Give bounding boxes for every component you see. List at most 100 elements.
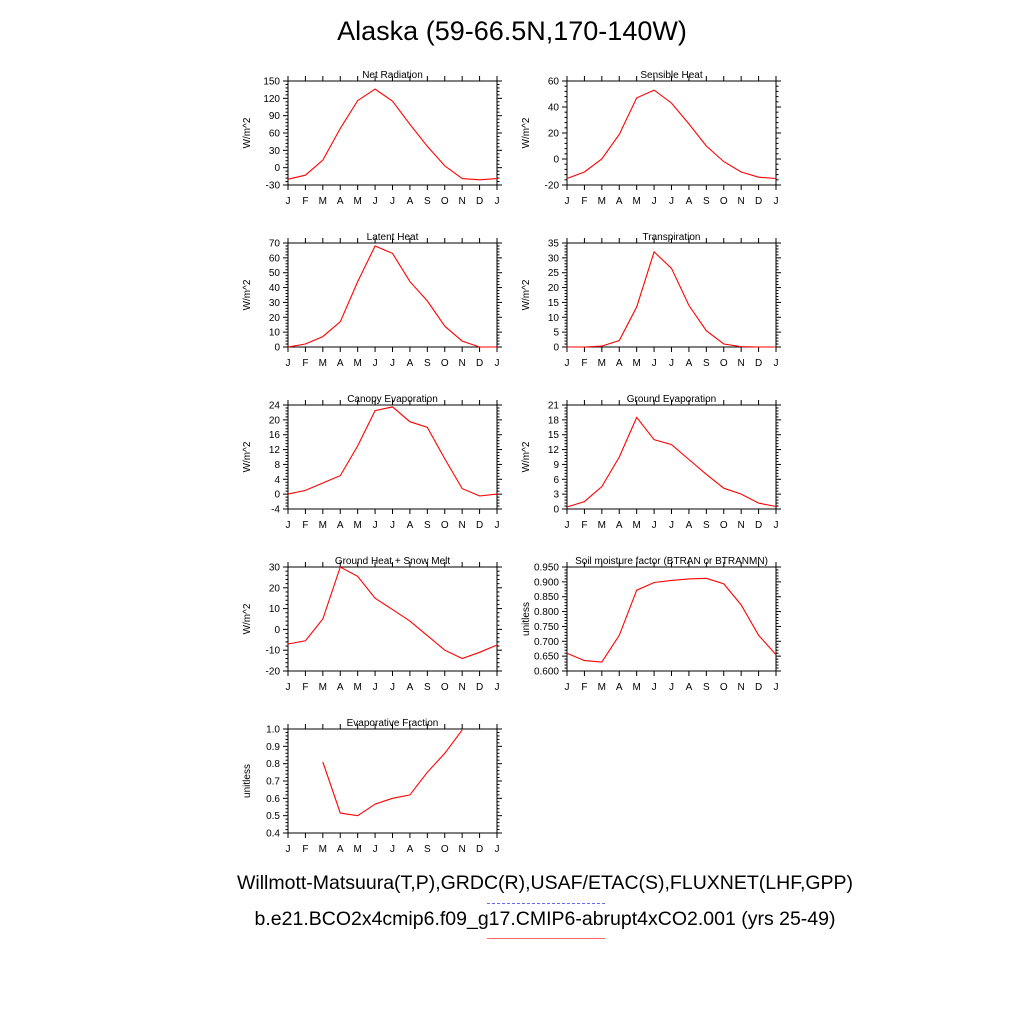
y-tick-label: 40: [548, 103, 560, 114]
x-tick-label: O: [720, 358, 728, 369]
x-tick-label: A: [686, 358, 693, 369]
y-tick-label: 90: [269, 111, 281, 122]
x-tick-label: A: [616, 196, 623, 207]
x-tick-label: F: [581, 682, 587, 693]
y-tick-label: -30: [266, 181, 281, 192]
y-tick-label: 25: [548, 268, 560, 279]
x-tick-label: S: [703, 520, 710, 531]
y-tick-label: 16: [269, 430, 281, 441]
y-tick-label: 10: [269, 328, 281, 339]
x-tick-label: J: [495, 520, 500, 531]
x-tick-label: N: [459, 520, 466, 531]
y-tick-label: 6: [553, 475, 559, 486]
panel-7: Ground Heat + Snow Melt W/m^2 -20 -10 0 10 20 3…: [242, 556, 502, 693]
x-tick-label: S: [703, 682, 710, 693]
x-tick-label: M: [598, 682, 606, 693]
x-tick-label: D: [476, 520, 483, 531]
x-tick-label: J: [495, 196, 500, 207]
y-tick-label: 5: [553, 328, 559, 339]
x-tick-label: J: [373, 358, 378, 369]
y-tick-label: 0.800: [534, 607, 559, 618]
x-tick-label: A: [686, 520, 693, 531]
x-tick-label: M: [598, 196, 606, 207]
y-tick-label: 0: [274, 490, 280, 501]
panel-9: Evaporative Fraction unitless 0.4 0.5 0.6 0.7…: [242, 718, 502, 855]
x-tick-label: O: [441, 682, 449, 693]
figure-title: Alaska (59-66.5N,170-140W): [337, 16, 687, 46]
y-tick-label: 0: [274, 343, 280, 354]
series-line: [566, 577, 777, 663]
x-tick-label: A: [686, 196, 693, 207]
series-line: [567, 250, 776, 348]
y-tick-label: 24: [269, 401, 281, 412]
x-tick-label: O: [720, 520, 728, 531]
y-tick-label: 0: [553, 155, 559, 166]
y-tick-label: 9: [553, 460, 559, 471]
x-tick-label: J: [652, 520, 657, 531]
footer-model-label: b.e21.BCO2x4cmip6.f09_g17.CMIP6-abrupt4x…: [254, 908, 836, 930]
y-tick-label: 20: [269, 583, 281, 594]
y-tick-label: 0.7: [266, 777, 280, 788]
x-tick-label: F: [302, 358, 308, 369]
x-tick-label: O: [441, 358, 449, 369]
x-tick-label: M: [319, 844, 327, 855]
x-tick-label: J: [774, 682, 779, 693]
plot-frame: [566, 242, 777, 348]
series-line: [287, 245, 497, 348]
y-axis-label: unitless: [521, 602, 532, 636]
y-axis-label: W/m^2: [242, 117, 253, 148]
x-tick-label: M: [353, 358, 361, 369]
x-tick-label: S: [424, 520, 431, 531]
plot-frame: [287, 80, 498, 186]
y-tick-label: 60: [269, 253, 281, 264]
x-tick-label: F: [581, 520, 587, 531]
x-tick-label: S: [424, 358, 431, 369]
y-tick-label: 10: [548, 313, 560, 324]
y-tick-label: 0: [553, 505, 559, 516]
panel-title: Latent Heat: [367, 232, 419, 243]
series-line: [566, 416, 777, 508]
x-tick-label: J: [373, 682, 378, 693]
panel-title: Canopy Evaporation: [347, 394, 438, 405]
x-tick-label: J: [495, 844, 500, 855]
y-tick-label: 0.600: [534, 667, 559, 678]
y-tick-label: 30: [269, 146, 281, 157]
x-tick-label: N: [459, 844, 466, 855]
plot-frame: [287, 404, 498, 510]
x-tick-label: F: [302, 196, 308, 207]
x-tick-label: J: [390, 520, 395, 531]
x-tick-label: O: [720, 682, 728, 693]
x-tick-label: J: [286, 844, 291, 855]
panel-title: Sensible Heat: [640, 70, 702, 81]
x-tick-label: D: [755, 682, 762, 693]
x-tick-label: J: [565, 682, 570, 693]
x-tick-label: M: [319, 682, 327, 693]
x-tick-label: A: [337, 844, 344, 855]
x-tick-label: A: [616, 358, 623, 369]
x-tick-label: N: [459, 682, 466, 693]
y-tick-label: 0.5: [266, 811, 280, 822]
y-tick-label: 0.8: [266, 759, 280, 770]
y-tick-label: 21: [548, 401, 560, 412]
x-tick-label: D: [755, 196, 762, 207]
x-tick-label: A: [616, 520, 623, 531]
y-tick-label: 50: [269, 268, 281, 279]
y-tick-label: -4: [271, 505, 280, 516]
y-tick-label: 30: [269, 563, 281, 574]
x-tick-label: J: [373, 844, 378, 855]
x-tick-label: D: [476, 682, 483, 693]
y-tick-label: -10: [266, 646, 281, 657]
x-tick-label: O: [441, 520, 449, 531]
y-axis-label: W/m^2: [521, 117, 532, 148]
y-tick-label: -20: [266, 667, 281, 678]
x-tick-label: O: [441, 844, 449, 855]
x-tick-label: D: [476, 358, 483, 369]
x-tick-label: J: [669, 682, 674, 693]
x-tick-label: M: [598, 520, 606, 531]
x-tick-label: M: [598, 358, 606, 369]
x-tick-label: S: [703, 358, 710, 369]
